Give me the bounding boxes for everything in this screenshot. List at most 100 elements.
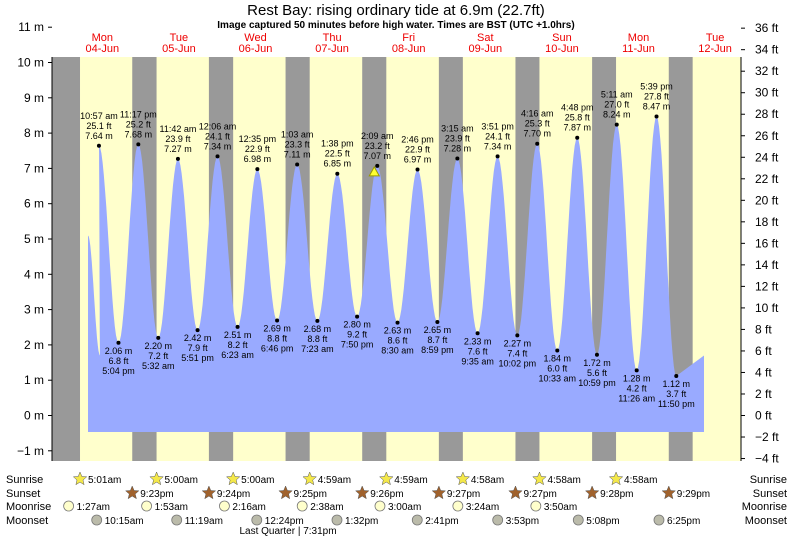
tide-point-label: 7.28 m xyxy=(444,144,472,154)
y-tick-label-ft: 36 ft xyxy=(755,21,779,35)
tide-point-label: 6.8 ft xyxy=(108,356,129,366)
day-label-dow: Fri xyxy=(402,32,415,44)
row-label-sunset-right: Sunset xyxy=(753,488,787,500)
moonrise-time: 3:50am xyxy=(544,502,577,513)
y-tick-label-ft: 2 ft xyxy=(755,387,772,401)
sunrise-icon xyxy=(455,471,471,486)
y-tick-label-ft: 22 ft xyxy=(755,172,779,186)
day-label-date: 09-Jun xyxy=(468,43,502,55)
tide-point-label: 10:59 pm xyxy=(578,378,616,388)
sunset-time: 9:24pm xyxy=(217,489,250,500)
tide-point-label: 25.3 ft xyxy=(525,119,551,129)
tide-point-label: 8.8 ft xyxy=(307,334,328,344)
row-label-moonset-right: Moonset xyxy=(745,515,787,527)
tide-point-label: 6:23 am xyxy=(221,350,254,360)
moonset-time: 1:32pm xyxy=(345,516,378,527)
tide-point xyxy=(575,135,580,140)
day-label-date: 06-Jun xyxy=(239,43,273,55)
tide-point-label: 2.69 m xyxy=(263,324,291,334)
tide-point-label: 6:46 pm xyxy=(261,344,294,354)
tide-point-label: 7.2 ft xyxy=(148,351,169,361)
tide-point xyxy=(195,328,200,333)
moonset-time: 10:15am xyxy=(105,516,144,527)
y-tick-label-ft: 26 ft xyxy=(755,129,779,143)
day-label-dow: Tue xyxy=(706,32,725,44)
tide-point-label: 1:38 pm xyxy=(321,139,354,149)
tide-point-label: 5:39 pm xyxy=(640,82,673,92)
tide-point-label: 11:17 pm xyxy=(120,109,157,119)
day-labels: Mon04-JunTue05-JunWed06-JunThu07-JunFri0… xyxy=(85,32,731,55)
moonset-icon xyxy=(251,514,263,526)
tide-point-label: 8.6 ft xyxy=(388,336,409,346)
moonrise-icon xyxy=(530,500,542,512)
y-tick-label-ft: 14 ft xyxy=(755,258,779,272)
tide-point-label: 23.2 ft xyxy=(365,141,391,151)
tide-point-label: 2.42 m xyxy=(184,333,212,343)
tide-point-label: 1.72 m xyxy=(583,358,611,368)
sunset-icon xyxy=(201,485,217,500)
sunset-icon xyxy=(584,485,600,500)
tide-point-label: 2.20 m xyxy=(145,341,173,351)
tide-point-label: 2.51 m xyxy=(224,330,252,340)
tide-point xyxy=(594,352,599,357)
tide-point-label: 8.2 ft xyxy=(228,340,249,350)
tide-point xyxy=(215,154,220,159)
tide-point xyxy=(634,368,639,373)
tide-point-label: 1.28 m xyxy=(623,373,651,383)
tide-point xyxy=(255,167,260,172)
tide-point-label: 8.47 m xyxy=(643,102,671,112)
sunset-icon xyxy=(431,485,447,500)
tide-point xyxy=(295,162,300,167)
tide-point-label: 6.0 ft xyxy=(547,364,568,374)
sunrise-time: 4:59am xyxy=(318,475,351,486)
y-tick-label-m: 8 m xyxy=(24,126,44,140)
day-label-dow: Sat xyxy=(477,32,494,44)
row-label-moonset-left: Moonset xyxy=(6,515,48,527)
moonrise-time: 2:38am xyxy=(310,502,343,513)
row-label-sunrise-left: Sunrise xyxy=(6,474,43,486)
tide-point-label: 2:46 pm xyxy=(401,134,434,144)
sunrise-time: 4:58am xyxy=(547,475,580,486)
tide-point xyxy=(415,167,420,172)
moonset-icon xyxy=(411,514,423,526)
y-tick-label-ft: −4 ft xyxy=(755,452,779,466)
y-tick-label-ft: 28 ft xyxy=(755,107,779,121)
y-tick-label-ft: 24 ft xyxy=(755,150,779,164)
y-tick-label-ft: 32 ft xyxy=(755,64,779,78)
y-tick-label-m: 4 m xyxy=(24,267,44,281)
y-tick-label-ft: 16 ft xyxy=(755,236,779,250)
row-label-sunrise-right: Sunrise xyxy=(750,474,787,486)
tide-point xyxy=(515,333,520,338)
tide-point-label: 6.97 m xyxy=(404,154,432,164)
moonrise-time: 1:27am xyxy=(77,502,110,513)
sunrise-icon xyxy=(72,471,88,486)
y-tick-label-ft: −2 ft xyxy=(755,430,779,444)
tide-point-label: 3.7 ft xyxy=(666,389,687,399)
y-tick-label-m: 2 m xyxy=(24,338,44,352)
tide-point-label: 2.27 m xyxy=(504,338,532,348)
tide-point-label: 7.70 m xyxy=(523,129,551,139)
moonset-icon xyxy=(653,514,665,526)
day-label-dow: Wed xyxy=(244,32,266,44)
day-label-date: 10-Jun xyxy=(545,43,579,55)
tide-point xyxy=(355,314,360,319)
tide-point-label: 27.8 ft xyxy=(644,92,670,102)
moonrise-icon xyxy=(452,500,464,512)
y-tick-label-ft: 18 ft xyxy=(755,215,779,229)
tide-point-label: 7.27 m xyxy=(164,144,192,154)
moonset-time: 12:24pm xyxy=(265,516,304,527)
tide-point-label: 12:35 pm xyxy=(239,134,277,144)
sunset-time: 9:26pm xyxy=(370,489,403,500)
tide-point-label: 7.34 m xyxy=(204,141,232,151)
tide-point-label: 24.1 ft xyxy=(205,131,231,141)
tide-point xyxy=(455,156,460,161)
tide-point-label: 10:02 pm xyxy=(499,358,537,368)
tide-point-label: 25.1 ft xyxy=(86,121,112,131)
tide-point-label: 7:23 am xyxy=(301,344,334,354)
sunrise-icon xyxy=(378,471,394,486)
sunrise-time: 5:01am xyxy=(88,475,121,486)
tide-point xyxy=(674,373,679,378)
y-tick-label-m: 11 m xyxy=(18,20,44,34)
tide-point-label: 2.80 m xyxy=(343,320,371,330)
